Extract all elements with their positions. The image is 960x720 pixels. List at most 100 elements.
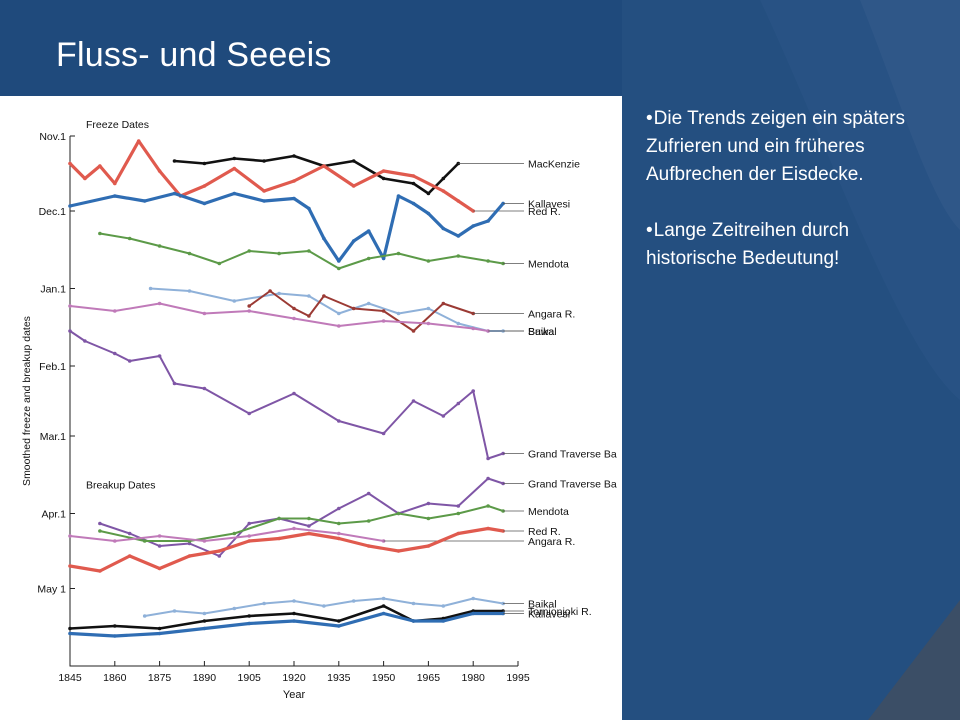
data-point-baikal-freeze [337,324,341,328]
series-label-red-r--breakup: Red R. [528,526,561,538]
data-point-kallavesi-breakup [381,611,386,616]
y-axis-label: Smoothed freeze and breakup dates [21,316,33,486]
series-label-baikal-breakup: Baikal [528,599,557,611]
series-label-angara-r--breakup: Angara R. [528,536,575,548]
data-point-red-r--freeze [232,166,237,171]
data-point-kallavesi-breakup [202,626,207,631]
data-point-angara-r--freeze [307,314,311,318]
data-point-grand-traverse-ba-freeze [381,431,386,436]
series-line-kallavesi-freeze [68,191,505,263]
data-point-red-r--freeze [83,176,87,181]
data-point-red-r--freeze [68,161,72,166]
data-point-red-r--breakup [68,564,72,568]
data-point-kallavesi-freeze [232,191,237,196]
data-point-baikal-freeze [68,304,72,308]
data-point-tornionjoki-r--breakup [113,624,117,628]
data-point-suwa-freeze [307,294,311,298]
data-point-baikal-breakup [142,614,147,618]
series-label-angara-r--freeze: Angara R. [528,309,575,321]
data-point-kallavesi-freeze [456,234,461,238]
data-point-baikal-breakup [262,601,266,606]
data-point-red-r--breakup [337,536,341,541]
data-point-mackenzie-freeze [381,176,386,181]
x-tick-label: 1845 [58,672,82,684]
data-point-grand-traverse-ba-freeze [411,399,416,403]
data-point-red-r--freeze [136,139,141,143]
data-point-baikal-freeze [157,301,162,306]
data-point-mendota-freeze [277,251,281,256]
data-point-grand-traverse-ba-breakup [247,521,251,526]
data-point-red-r--breakup [307,531,311,536]
data-point-grand-traverse-ba-breakup [98,521,102,526]
data-point-suwa-freeze [366,301,371,306]
data-point-mackenzie-freeze [411,181,416,186]
bullet-glyph-1: • [646,108,653,129]
series-label-kallavesi-freeze: Kallavesi [528,199,570,211]
series-line-grand-traverse-ba-breakup [98,477,505,557]
data-point-kallavesi-freeze [142,199,147,203]
y-tick-label: Apr.1 [41,509,66,521]
x-tick-label: 1980 [462,672,486,684]
data-point-mackenzie-freeze [292,154,296,158]
data-point-grand-traverse-ba-freeze [83,339,87,343]
data-point-kallavesi-freeze [366,229,371,233]
series-label-suwa-freeze: Suwa [528,326,554,338]
data-point-grand-traverse-ba-freeze [337,419,341,423]
data-point-kallavesi-freeze [486,219,490,223]
data-point-red-r--breakup [217,549,222,553]
x-tick-label: 1920 [282,672,306,684]
data-point-kallavesi-breakup [157,631,162,636]
y-tick-label: May 1 [37,584,66,596]
data-point-red-r--freeze [157,169,162,173]
data-point-red-r--breakup [486,526,490,531]
data-point-mendota-freeze [307,249,311,253]
data-point-mendota-breakup [277,516,281,521]
data-point-kallavesi-breakup [337,624,341,628]
series-line-red-r--freeze [68,139,475,213]
data-point-angara-r--breakup [247,534,251,538]
data-point-mendota-freeze [187,251,192,256]
data-point-red-r--breakup [157,566,162,571]
panel-label-freeze: Freeze Dates [86,119,149,131]
data-point-kallavesi-freeze [292,196,296,201]
data-point-red-r--freeze [441,189,446,193]
chart-axis-frame [69,136,518,667]
data-point-grand-traverse-ba-freeze [247,411,251,416]
data-point-mackenzie-freeze [262,159,266,163]
data-point-grand-traverse-ba-freeze [202,386,207,391]
chart-figure: Nov.1 Dec.1 Jan.1 Feb.1 Mar.1 Apr.1 May 1 1845 1… [0,96,622,720]
data-point-baikal-freeze [471,326,476,331]
data-point-mendota-breakup [366,519,371,523]
data-point-red-r--breakup [127,554,132,558]
series-line-baikal-freeze [69,302,490,332]
series-label-grand-traverse-ba-freeze: Grand Traverse Ba [528,449,617,461]
data-point-tornionjoki-r--breakup [292,611,296,616]
bullet-item-2: •Lange Zeitreihen durch historische Bede… [646,217,936,273]
data-point-tornionjoki-r--breakup [381,604,386,608]
bullet-list: •Die Trends zeigen ein späters Zufrieren… [646,105,936,273]
data-point-mendota-freeze [127,236,132,241]
data-point-kallavesi-breakup [247,621,251,626]
data-point-tornionjoki-r--breakup [157,626,162,631]
data-point-angara-r--breakup [337,531,341,536]
data-point-kallavesi-breakup [113,634,117,638]
data-point-mackenzie-freeze [202,161,207,166]
data-point-kallavesi-freeze [411,201,416,206]
data-point-mendota-freeze [366,256,371,261]
data-point-grand-traverse-ba-freeze [486,456,490,461]
data-point-kallavesi-breakup [471,611,476,616]
series-label-kallavesi-breakup: Kallavesi [528,609,570,621]
bullet-text-2: Lange Zeitreihen durch historische Bedeu… [646,220,850,269]
data-point-mendota-breakup [142,539,147,543]
data-point-grand-traverse-ba-freeze [441,414,446,418]
x-tick-label: 1875 [148,672,172,684]
data-point-mendota-breakup [456,511,461,516]
x-axis-label: Year [283,689,306,701]
data-point-mackenzie-freeze [441,176,446,181]
series-line-mendota-freeze [98,232,505,270]
data-point-kallavesi-freeze [426,211,431,216]
x-tick-label: 1905 [238,672,262,684]
series-label-mendota-breakup: Mendota [528,506,569,518]
data-point-baikal-breakup [471,596,476,601]
data-point-red-r--freeze [351,184,356,188]
